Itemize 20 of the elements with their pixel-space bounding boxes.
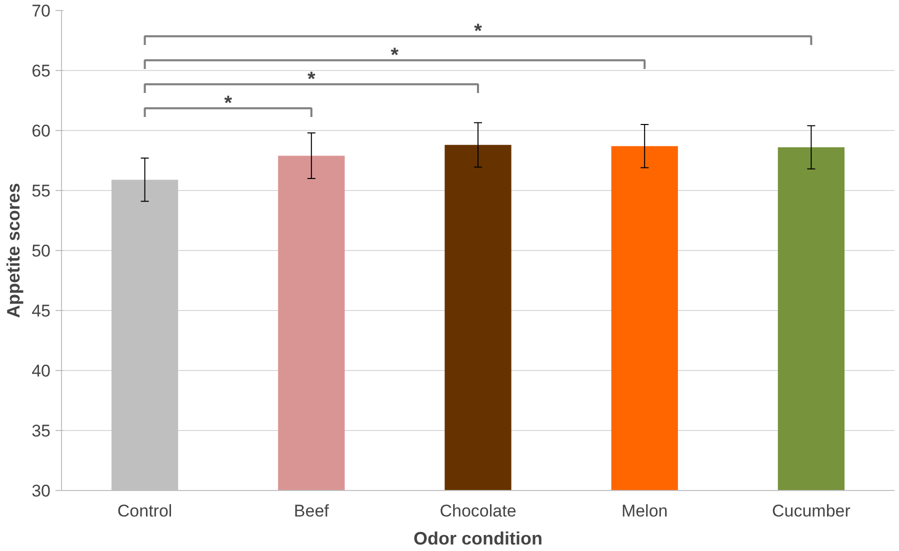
annotation: * — [474, 20, 482, 42]
y-tick-label: 40 — [32, 362, 51, 380]
x-tick-label: Chocolate — [440, 502, 516, 520]
x-tick-label: Beef — [294, 502, 330, 520]
annotation: * — [308, 68, 316, 90]
x-axis-title: Odor condition — [414, 528, 542, 548]
y-tick-label: 65 — [32, 62, 51, 80]
y-tick-label: 30 — [32, 482, 51, 500]
annotation: * — [224, 92, 232, 114]
x-tick-label: Control — [117, 502, 172, 520]
x-tick-label: Melon — [621, 502, 668, 520]
y-tick-label: 55 — [32, 182, 51, 200]
y-axis-title: Appetite scores — [4, 182, 24, 318]
annotation: * — [390, 44, 399, 66]
x-tick-label: Cucumber — [772, 502, 851, 520]
y-tick-label: 60 — [32, 122, 51, 140]
y-tick-label: 70 — [32, 2, 51, 20]
y-tick-label: 35 — [32, 422, 51, 440]
y-tick-label: 50 — [32, 242, 51, 260]
y-tick-label: 45 — [32, 302, 51, 320]
